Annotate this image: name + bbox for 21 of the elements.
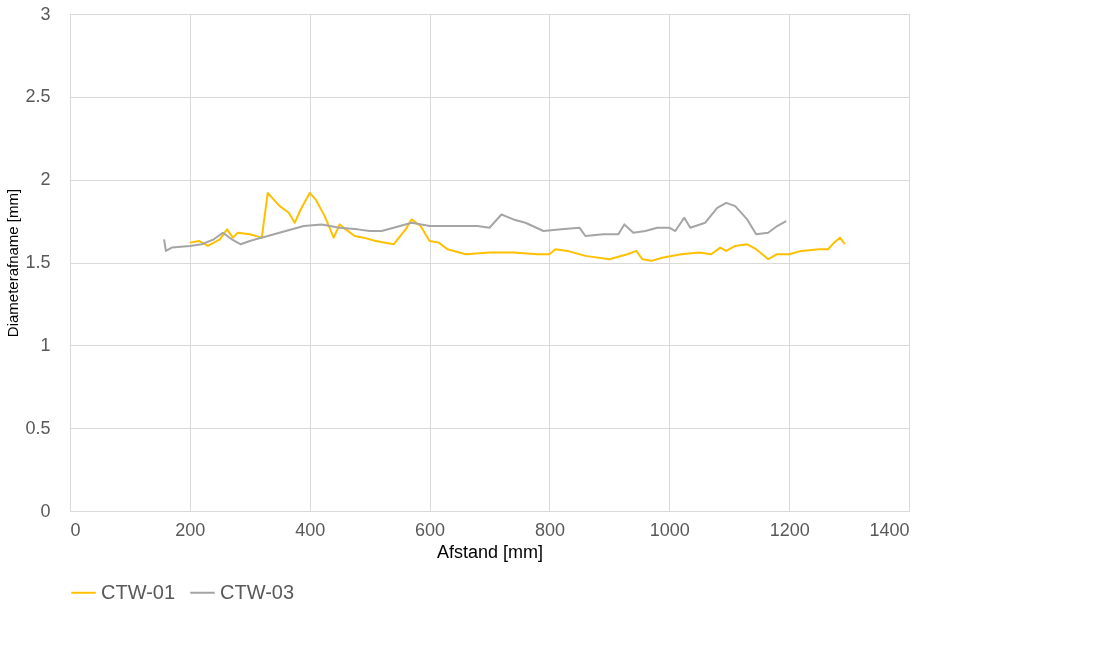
x-tick-label: 800 bbox=[534, 519, 565, 540]
x-tick-label: 1400 bbox=[869, 519, 910, 540]
y-tick-label: 2.5 bbox=[25, 86, 51, 107]
x-tick-label: 1000 bbox=[649, 519, 690, 540]
y-tick-label: 2 bbox=[40, 169, 51, 190]
y-axis-title: Diameterafname [mm] bbox=[4, 188, 22, 338]
x-tick-label: 1200 bbox=[769, 519, 810, 540]
y-tick-label: 1.5 bbox=[25, 252, 51, 272]
y-tick-label: 0.5 bbox=[25, 417, 51, 438]
y-tick-label: 1 bbox=[40, 334, 51, 355]
y-tick-label: 3 bbox=[40, 3, 51, 24]
x-tick-label: 200 bbox=[175, 519, 206, 540]
x-axis-title: Afstand [mm] bbox=[436, 541, 544, 562]
x-tick-label: 400 bbox=[295, 519, 326, 540]
legend-label: CTW-03 bbox=[220, 580, 295, 603]
x-tick-label: 600 bbox=[415, 519, 446, 540]
legend-label: CTW-01 bbox=[101, 580, 176, 603]
line-series bbox=[163, 201, 788, 252]
y-tick-label: 0 bbox=[40, 500, 51, 521]
x-tick-label: 0 bbox=[70, 519, 81, 540]
line-series bbox=[188, 191, 846, 262]
